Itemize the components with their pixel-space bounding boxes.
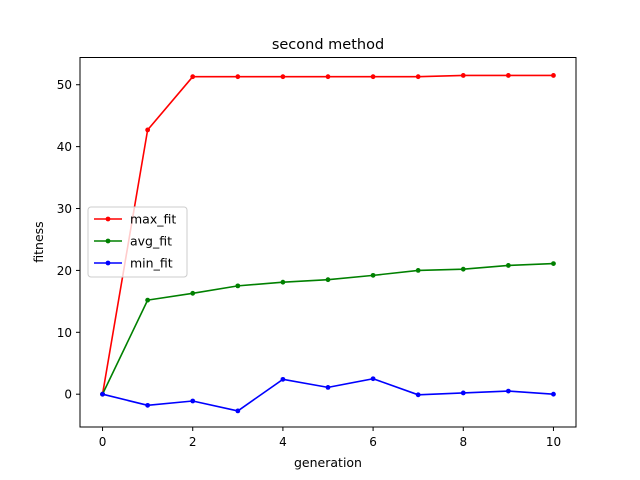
chart-title: second method	[272, 37, 384, 53]
data-point	[505, 388, 511, 394]
legend-box	[87, 206, 188, 278]
legend-item: max_fit	[94, 212, 176, 227]
y-axis-label: fitness	[31, 221, 46, 262]
legend-label: avg_fit	[130, 234, 172, 249]
legend-label: max_fit	[130, 212, 176, 227]
data-point	[551, 261, 556, 267]
y-tick-label: 0	[64, 388, 72, 402]
data-point	[145, 297, 151, 303]
data-point	[370, 272, 376, 278]
data-point	[460, 73, 466, 78]
data-point	[280, 376, 286, 382]
data-point	[505, 263, 511, 268]
x-tick-label: 0	[99, 435, 107, 449]
x-tick-label: 4	[279, 435, 287, 449]
x-tick-label: 6	[369, 435, 377, 449]
data-point	[280, 279, 286, 285]
legend-marker	[105, 216, 111, 222]
data-point	[145, 127, 151, 133]
y-tick-label: 30	[57, 202, 72, 216]
legend-item: avg_fit	[94, 234, 172, 249]
x-tick-label: 8	[459, 435, 467, 449]
data-point	[415, 268, 421, 273]
y-tick-label: 20	[57, 264, 72, 278]
data-point	[325, 277, 331, 283]
legend-item: min_fit	[94, 256, 173, 271]
x-tick-label: 10	[546, 435, 561, 449]
y-tick-label: 10	[57, 326, 72, 340]
data-point	[551, 391, 556, 397]
data-point	[280, 74, 286, 80]
series-layer	[100, 73, 556, 414]
x-axis-label: generation	[294, 455, 362, 470]
series-min_fit	[100, 376, 556, 414]
legend-marker	[105, 238, 111, 244]
legend: max_fit avg_fit min_fit	[87, 206, 188, 278]
data-point	[551, 73, 556, 78]
legend-label: min_fit	[130, 256, 173, 271]
data-point	[145, 402, 151, 408]
data-point	[370, 376, 376, 382]
data-point	[235, 408, 241, 414]
data-point	[235, 283, 241, 289]
data-point	[325, 74, 331, 80]
ticks-layer: 0 2 4 6 8 10 0 10 20 30 40 50	[57, 78, 561, 449]
plot-frame	[79, 57, 577, 428]
data-point	[505, 73, 511, 78]
data-point	[190, 290, 196, 296]
legend-marker	[105, 260, 111, 266]
y-tick-label: 50	[57, 78, 72, 92]
data-point	[325, 384, 331, 390]
data-point	[460, 390, 466, 396]
data-point	[370, 74, 376, 80]
data-point	[100, 391, 105, 397]
x-tick-label: 2	[189, 435, 197, 449]
data-point	[415, 74, 421, 80]
data-point	[415, 392, 421, 398]
y-tick-label: 40	[57, 140, 72, 154]
data-point	[190, 398, 196, 404]
data-point	[235, 74, 241, 80]
data-point	[460, 266, 466, 272]
data-point	[190, 74, 196, 80]
